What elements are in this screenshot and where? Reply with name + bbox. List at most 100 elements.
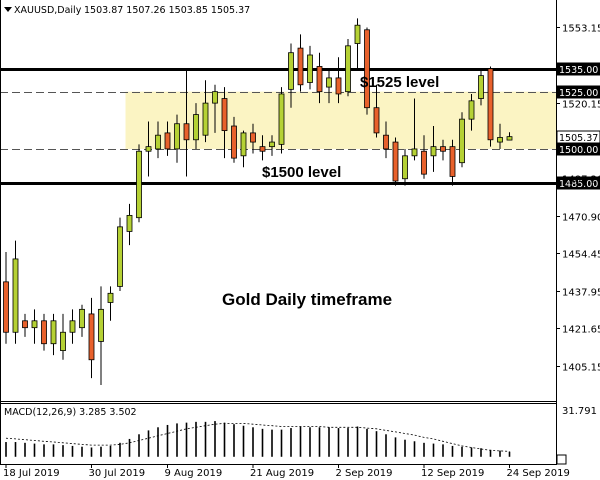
macd-axis-tick: 31.791 [562, 406, 597, 417]
candle-body-bull [202, 102, 209, 136]
symbol-dropdown-icon[interactable] [4, 7, 12, 12]
level-price-box [556, 176, 600, 190]
candle [155, 121, 161, 159]
level-price-label: 1505.37 [559, 133, 598, 144]
level-price-label: 1525.00 [559, 88, 598, 99]
candle [41, 313, 47, 351]
candle [326, 71, 332, 104]
ohlc-readout: 1503.87 1507.26 1503.85 1505.37 [84, 5, 250, 16]
candle-body-bull [478, 75, 484, 99]
candle-body-bull [430, 146, 437, 157]
candle-body-bear [335, 77, 342, 95]
candle-body-bear [250, 132, 256, 143]
candle [183, 68, 190, 177]
candle-body-bull [12, 258, 19, 333]
candle-body-bear [22, 320, 28, 329]
candle [297, 34, 304, 92]
candle-body-bull [288, 52, 294, 90]
candle-body-bear [373, 107, 380, 134]
candle [411, 98, 418, 161]
candle [221, 87, 228, 159]
level-price-box [556, 62, 600, 76]
level-price-box [556, 85, 600, 99]
candle [506, 132, 513, 141]
candle [174, 114, 180, 163]
candle-body-bear [440, 146, 446, 152]
lower-level-annotation: $1500 level [262, 164, 341, 181]
price-axis-tick-label: 1454.45 [562, 250, 600, 261]
candle-body-bear [392, 141, 399, 182]
candle-body-bear [421, 150, 427, 175]
candle [383, 121, 389, 159]
candle [31, 309, 38, 344]
candle-body-bear [221, 98, 228, 132]
candle [335, 57, 342, 104]
candle-body-bull [307, 54, 313, 83]
candle-body-bull [69, 320, 76, 333]
candle [316, 52, 323, 104]
candle [117, 217, 123, 292]
candle-body-bull [278, 93, 285, 145]
candle-body-bear [364, 29, 370, 109]
candle-body-bull [497, 137, 503, 143]
candle [421, 135, 427, 179]
candle [126, 203, 133, 246]
candle-body-bull [468, 100, 475, 120]
candle [12, 240, 19, 344]
candle-body-bull [31, 320, 38, 329]
candle [240, 130, 247, 168]
price-axis-tick-label: 1437.95 [562, 288, 600, 299]
candle [497, 123, 503, 149]
candle-body-bull [269, 141, 275, 148]
candle-body-bull [212, 91, 218, 104]
macd-signal-line [5, 422, 510, 452]
time-axis-tick-label: 12 Sep 2019 [421, 468, 484, 479]
candle [22, 313, 28, 337]
candle [136, 144, 142, 223]
candle-body-bull [155, 134, 161, 150]
candle-body-bear [449, 146, 456, 177]
candle-body-bear [231, 125, 237, 159]
candle [459, 112, 465, 168]
time-axis-tick-label: 30 Jul 2019 [89, 468, 146, 479]
candle [212, 84, 218, 133]
candle-body-bear [316, 66, 323, 93]
candle [345, 38, 351, 97]
candle-body-bull [411, 148, 418, 157]
time-axis-tick-label: 18 Jul 2019 [3, 468, 60, 479]
candle-body-bear [183, 123, 190, 141]
price-axis-tick-label: 1421.65 [562, 325, 600, 336]
time-axis-tick-label: 24 Sep 2019 [507, 468, 570, 479]
candle [259, 135, 266, 161]
candle [402, 148, 408, 186]
candle-body-bull [193, 114, 199, 141]
candle [468, 93, 475, 131]
candle-body-bear [41, 320, 47, 345]
candle [269, 135, 275, 156]
candle-body-bear [88, 313, 95, 361]
candle-body-bull [136, 150, 142, 219]
candle-body-bull [117, 226, 123, 287]
chart-shift-icon[interactable] [556, 454, 567, 465]
candle-body-bull [459, 118, 465, 164]
candle [278, 87, 285, 154]
candle-body-bear [259, 146, 266, 152]
candle-body-bull [174, 123, 180, 150]
candle [3, 252, 9, 344]
candle-body-bull [98, 308, 104, 342]
candle [487, 66, 494, 147]
candle-body-bear [383, 134, 389, 150]
time-axis-tick-label: 21 Aug 2019 [250, 468, 314, 479]
level-price-box [556, 142, 600, 156]
candle [392, 137, 399, 186]
candle [430, 126, 437, 172]
candle-body-bull [145, 146, 152, 152]
candle [50, 313, 57, 356]
candle [373, 84, 380, 138]
upper-level-annotation: $1525 level [360, 74, 439, 91]
candle-body-bull [506, 136, 513, 141]
candle-body-bull [79, 308, 85, 329]
candle [107, 286, 114, 321]
candle [478, 71, 484, 106]
